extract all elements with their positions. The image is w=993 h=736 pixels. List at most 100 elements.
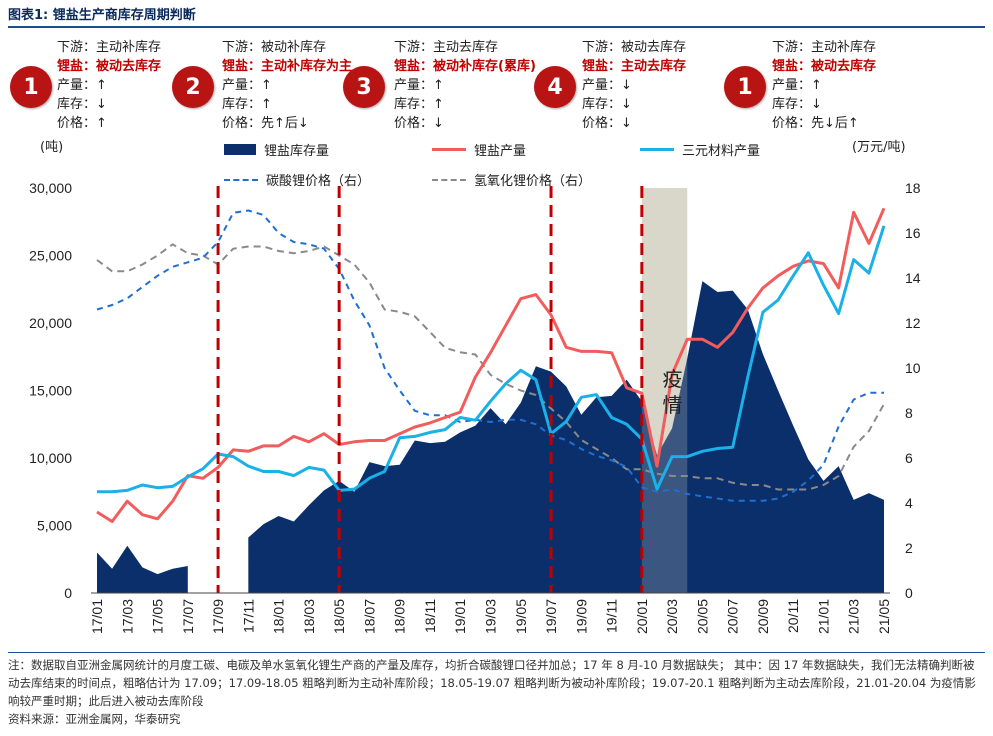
y-left-tick-label: 30,000 [29,180,72,196]
phase-price-label: 价格：↑ [57,116,107,131]
y-right-tick-label: 16 [905,225,921,241]
phase-price-label: 价格：先↑后↓ [222,116,309,131]
phase-output-label: 产量：↓ [582,78,632,93]
phase-price-label: 价格：↓ [394,116,444,131]
series-carbonate-price-line [96,209,884,502]
y-right-tick-label: 18 [905,180,921,196]
series-ternary-output-line [97,225,886,494]
x-tick-label: 19/11 [604,599,620,633]
footer: 注：数据取自亚洲金属网统计的月度工碳、电碳及单水氢氧化锂生产商的产量及库存，均折… [8,656,983,728]
x-tick-label: 21/05 [876,599,892,634]
x-tick-label: 20/09 [755,599,771,634]
x-tick-label: 18/03 [301,599,317,634]
x-tick-label: 18/09 [392,599,408,634]
x-tick-label: 18/01 [271,599,287,634]
x-tick-label: 18/11 [422,599,438,633]
y-right-tick-label: 4 [905,495,913,511]
phase-lithium-label: 锂盐：被动去库存 [772,59,877,74]
phase-text-4: 下游：被动去库存 锂盐：主动去库存 产量：↓ 库存：↓ 价格：↓ [582,38,762,133]
phase-downstream-label: 下游：主动去库存 [394,40,499,55]
series-hydroxide-price-line [96,243,885,491]
phase-badge-3: 3 [343,66,385,108]
y-left-tick-label: 0 [64,585,72,601]
phase-text-3: 下游：主动去库存锂盐：被动补库存(累库) 产量：↑ 库存：↑ 价格：↓ [394,38,574,133]
legend-swatch-carbonate-price [224,178,258,181]
phase-text-2: 下游：被动补库存 锂盐：主动补库存为主 产量：↑ 库存：↑ 价格：先↑后↓ [222,38,402,133]
chart-title: 图表1: 锂盐生产商库存周期判断 [8,8,196,23]
phase-badge-2: 2 [172,66,214,108]
y-right-tick-label: 6 [905,450,913,466]
legend-label-inventory: 锂盐库存量 [264,144,330,159]
legend-swatch-ternary-output [640,148,674,151]
legend-label-lithium-output: 锂盐产量 [474,144,527,159]
right-unit-label: (万元/吨) [852,140,906,155]
title-divider [8,26,985,28]
x-tick-label: 20/03 [664,599,680,634]
phase-downstream-label: 下游：主动补库存 [57,40,162,55]
legend-swatch-lithium-output [432,148,466,151]
phase-stock-label: 库存：↓ [57,97,107,112]
phase-output-label: 产量：↑ [57,78,107,93]
x-tick-label: 19/05 [513,599,529,634]
phase-stock-label: 库存：↓ [582,97,632,112]
x-tick-label: 17/09 [210,599,226,634]
phase-output-label: 产量：↑ [222,78,272,93]
phase-stock-label: 库存：↓ [772,97,822,112]
footer-divider [8,652,985,653]
legend-item-ternary-output: 三元材料产量 [640,140,760,159]
left-unit-label: (吨) [40,140,64,155]
x-tick-label: 19/03 [483,599,499,634]
phase-price-label: 价格：先↓后↑ [772,116,859,131]
series-inventory-area-1 [248,281,885,593]
phase-text-5: 下游：主动补库存 锂盐：被动去库存 产量：↑ 库存：↓ 价格：先↓后↑ [772,38,952,133]
phase-badge-1: 1 [10,66,52,108]
epidemic-annotation-char: 情 [663,393,683,417]
phase-lithium-label: 锂盐：主动补库存为主 [222,59,353,74]
phase-output-label: 产量：↑ [772,78,822,93]
x-tick-label: 19/07 [543,599,559,634]
x-tick-label: 18/05 [331,599,347,634]
x-tick-label: 20/07 [725,599,741,634]
y-right-tick-label: 14 [905,270,921,286]
phase-stock-label: 库存：↑ [394,97,444,112]
footer-source: 资料来源：亚洲金属网，华泰研究 [8,712,181,726]
y-right-tick-label: 8 [905,405,913,421]
legend-item-hydroxide-price: 氢氧化锂价格（右） [432,170,591,189]
legend-swatch-inventory [224,144,256,155]
phase-output-label: 产量：↑ [394,78,444,93]
y-left-tick-label: 25,000 [29,248,72,264]
phase-badge-5: 1 [724,66,766,108]
legend-swatch-hydroxide-price [432,178,466,181]
x-tick-label: 18/07 [361,599,377,634]
y-left-tick-label: 10,000 [29,450,72,466]
y-right-tick-label: 0 [905,585,913,601]
legend-item-carbonate-price: 碳酸锂价格（右） [224,170,370,189]
x-tick-label: 20/05 [694,599,710,634]
legend-label-hydroxide-price: 氢氧化锂价格（右） [474,174,592,189]
x-tick-label: 20/01 [634,599,650,634]
phase-badge-4: 4 [534,66,576,108]
phase-downstream-label: 下游：被动去库存 [582,40,687,55]
phase-price-label: 价格：↓ [582,116,632,131]
y-right-tick-label: 2 [905,540,913,556]
phase-lithium-label: 锂盐：主动去库存 [582,59,687,74]
legend-item-inventory: 锂盐库存量 [224,140,329,159]
x-tick-label: 19/01 [452,599,468,634]
x-tick-label: 17/11 [240,599,256,633]
epidemic-annotation-char: 疫 [663,367,683,391]
y-left-tick-label: 20,000 [29,315,72,331]
y-right-tick-label: 12 [905,315,921,331]
series-inventory-area-0 [97,545,188,593]
legend-item-lithium-output: 锂盐产量 [432,140,526,159]
phase-text-1: 下游：主动补库存 锂盐：被动去库存 产量：↑ 库存：↓ 价格：↑ [57,38,237,133]
x-tick-label: 20/11 [785,599,801,633]
x-tick-label: 19/09 [573,599,589,634]
x-tick-label: 21/01 [815,599,831,634]
y-right-tick-label: 10 [905,360,921,376]
phase-lithium-label: 锂盐：被动补库存(累库) [394,59,536,74]
phase-stock-label: 库存：↑ [222,97,272,112]
x-tick-label: 17/01 [89,599,105,634]
x-tick-label: 17/07 [180,599,196,634]
epidemic-overlay [641,188,688,593]
